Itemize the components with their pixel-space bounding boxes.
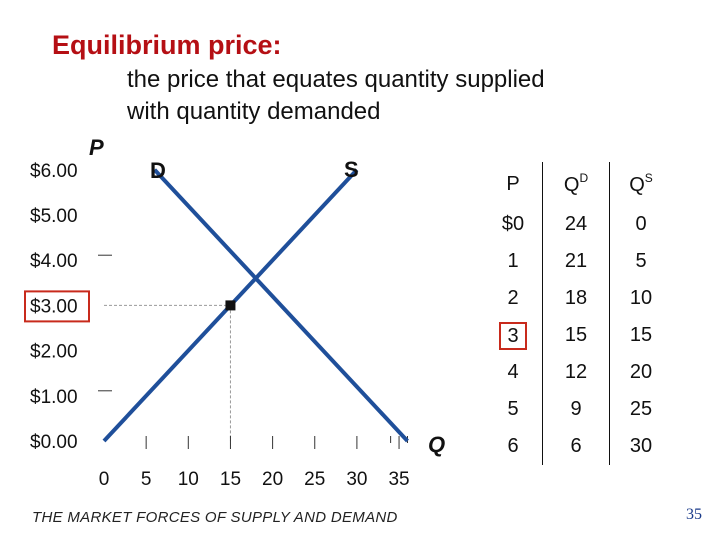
table-cell: 30 <box>629 435 653 457</box>
x-tick-label: 25 <box>304 469 325 490</box>
x-tick-label: 35 <box>388 469 409 490</box>
definition-line-1: the price that equates quantity supplied <box>127 66 545 93</box>
equilibrium-row-highlight: 3 <box>499 321 527 350</box>
table-header-superscript: D <box>579 171 589 185</box>
page-number: 35 <box>686 506 702 523</box>
table-cell: 12 <box>542 354 610 391</box>
curves <box>102 168 409 443</box>
curve-d <box>153 168 409 443</box>
axis-ticks <box>98 254 408 449</box>
y-axis-label: P <box>89 135 104 160</box>
table-row: 2 18 10 <box>484 280 672 317</box>
table-cell: 24 <box>542 206 610 243</box>
table-header-superscript: S <box>644 171 653 185</box>
table-body: $0 24 0 1 21 5 2 18 10 3 15 15 4 12 20 5 9 25 6 6 30 <box>484 206 672 465</box>
table-cell: 4 <box>507 361 519 383</box>
y-tick-label: $0.00 <box>30 432 78 453</box>
table-row: $0 24 0 <box>484 206 672 243</box>
table-cell: 9 <box>542 391 610 428</box>
supply-curve-label: S <box>344 157 359 182</box>
x-tick-label: 20 <box>262 469 283 490</box>
y-tick-label: $1.00 <box>30 387 78 408</box>
table-cell: 20 <box>629 361 653 383</box>
x-tick-label: 10 <box>178 469 199 490</box>
footer-text: THE MARKET FORCES OF SUPPLY AND DEMAND <box>32 509 398 526</box>
demand-curve-label: D <box>150 158 166 183</box>
table-cell: $0 <box>501 213 525 235</box>
table-row: 1 21 5 <box>484 243 672 280</box>
y-tick-label: $4.00 <box>30 251 78 272</box>
table-row: 6 6 30 <box>484 428 672 465</box>
y-tick-label: $2.00 <box>30 342 78 363</box>
table-row: 5 9 25 <box>484 391 672 428</box>
price-highlight-box <box>24 290 90 323</box>
table-cell: 10 <box>629 287 653 309</box>
axis-labels: $6.00 $5.00 $4.00 $3.00 $2.00 $1.00 $0.00 0 5 10 1… <box>30 135 445 490</box>
table-cell: 0 <box>635 213 647 235</box>
table-header: QS <box>629 171 653 196</box>
table-header-row: P QD QS <box>484 162 672 206</box>
y-tick-label: $3.00 <box>30 296 78 317</box>
definition-text: the price that equates quantity supplied… <box>127 64 647 128</box>
table-row: 4 12 20 <box>484 354 672 391</box>
equilibrium-guides <box>104 304 231 441</box>
x-tick-label: 0 <box>99 469 110 490</box>
slide-title: Equilibrium price: <box>52 30 282 60</box>
table-cell: 6 <box>542 428 610 465</box>
table-cell: 5 <box>635 250 647 272</box>
x-axis-label: Q <box>428 432 445 457</box>
equilibrium-point <box>225 300 236 311</box>
table-cell: 1 <box>507 250 519 272</box>
table-header: P <box>506 172 520 195</box>
highlights <box>24 290 90 323</box>
x-tick-label: 30 <box>346 469 367 490</box>
y-tick-label: $6.00 <box>30 161 78 182</box>
x-tick-label: 15 <box>220 469 241 490</box>
table-cell: 18 <box>542 280 610 317</box>
table-cell: 25 <box>629 398 653 420</box>
x-tick-label: 5 <box>141 469 152 490</box>
table-cell: 15 <box>629 324 653 346</box>
y-tick-label: $5.00 <box>30 206 78 227</box>
schedule-table: P QD QS $0 24 0 1 21 5 2 18 10 3 15 15 4 12 20 5 9 25 6 6 30 <box>484 162 672 465</box>
table-cell: 6 <box>507 435 519 457</box>
table-header: QD <box>542 162 610 206</box>
table-cell: 21 <box>542 243 610 280</box>
definition-line-2: with quantity demanded <box>127 98 381 125</box>
table-cell: 15 <box>542 317 610 354</box>
table-cell: 2 <box>507 287 519 309</box>
table-cell: 3 <box>484 317 543 354</box>
table-row: 3 15 15 <box>484 317 672 354</box>
table-cell: 5 <box>507 398 519 420</box>
